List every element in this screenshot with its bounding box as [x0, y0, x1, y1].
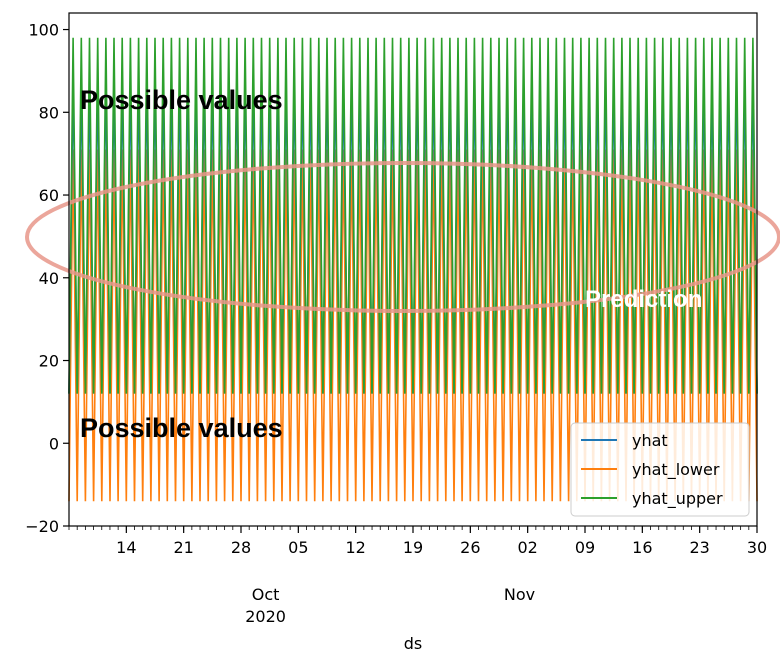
annotation-possible-values-bottom: Possible values: [80, 413, 283, 443]
x-tick-label: 26: [460, 538, 480, 557]
x-year-label: 2020: [245, 607, 286, 626]
y-tick-label: 100: [28, 21, 59, 40]
y-tick-label: 60: [39, 186, 59, 205]
x-tick-label: 23: [689, 538, 709, 557]
y-axis: −20 0 20 40 60 80 100: [25, 21, 69, 536]
legend: yhat yhat_lower yhat_upper: [570, 422, 750, 517]
y-tick-label: 0: [49, 434, 59, 453]
y-tick-label: 20: [39, 352, 59, 371]
x-axis: 14 21 28 05 12 19 26 02 09 16 23 30 Oct 2020 Nov: [68, 526, 767, 626]
x-tick-label: 12: [345, 538, 365, 557]
y-tick-label: 40: [39, 269, 59, 288]
annotation-prediction: Prediction: [585, 286, 702, 313]
x-tick-label: 09: [575, 538, 595, 557]
x-tick-label: 30: [747, 538, 767, 557]
annotation-possible-values-top: Possible values: [80, 85, 283, 115]
legend-box: [570, 422, 750, 517]
x-tick-label: 14: [116, 538, 136, 557]
y-tick-label: −20: [25, 517, 59, 536]
prediction-highlight-ellipse: [25, 161, 780, 313]
x-axis-label: ds: [404, 634, 423, 653]
series-line-yhat-upper: [68, 37, 758, 394]
x-tick-label: 16: [632, 538, 652, 557]
x-tick-label: 28: [231, 538, 251, 557]
x-month-label: Oct: [252, 585, 280, 604]
legend-label-yhat-lower: yhat_lower: [632, 460, 720, 480]
x-tick-label: 19: [403, 538, 423, 557]
x-tick-label: 02: [517, 538, 537, 557]
x-month-label: Nov: [504, 585, 535, 604]
legend-label-yhat: yhat: [632, 431, 668, 450]
y-tick-label: 80: [39, 103, 59, 122]
legend-label-yhat-upper: yhat_upper: [632, 489, 723, 509]
x-tick-label: 21: [173, 538, 193, 557]
x-tick-label: 05: [288, 538, 308, 557]
